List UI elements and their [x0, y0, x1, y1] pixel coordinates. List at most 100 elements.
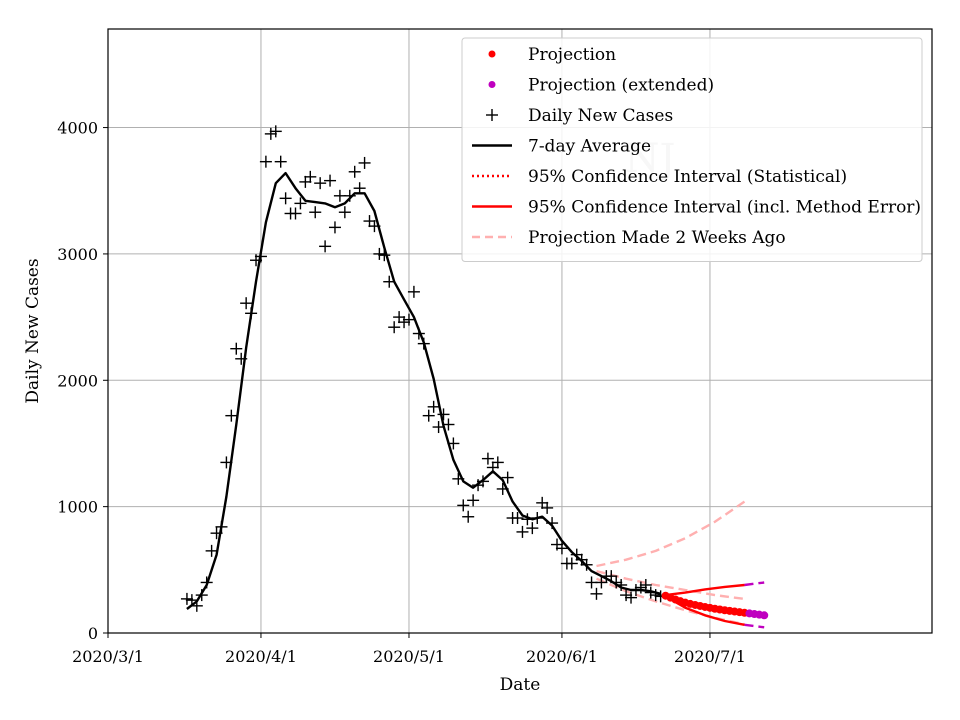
legend-label: 95% Confidence Interval (incl. Method Er… — [528, 198, 921, 218]
x-axis-title: Date — [500, 675, 541, 695]
legend-entry: 7-day Average — [472, 137, 651, 157]
series-line-95-confidence-interval-incl-method-error-upper — [665, 583, 745, 597]
series-projection-made-2-weeks-ago-center — [596, 569, 745, 601]
series-projection-made-2-weeks-ago-upper — [596, 500, 746, 568]
data-point-plus — [328, 221, 341, 234]
data-point-plus — [427, 400, 440, 413]
series-extended-lower-bound — [744, 623, 765, 629]
legend-swatch — [488, 50, 496, 58]
data-point-plus — [319, 240, 332, 253]
data-point-plus — [457, 499, 470, 512]
x-tick-label: 2020/7/1 — [674, 647, 746, 666]
legend-label: Projection (extended) — [528, 76, 714, 96]
data-point-plus — [452, 472, 465, 485]
data-point-plus — [393, 311, 406, 324]
data-point-plus — [570, 548, 583, 561]
data-point-plus — [575, 553, 588, 566]
data-point-plus — [531, 512, 544, 525]
legend-label: Projection Made 2 Weeks Ago — [528, 228, 786, 248]
x-tick-label: 2020/3/1 — [72, 647, 144, 666]
data-point-plus — [501, 471, 514, 484]
data-point-plus — [254, 250, 267, 263]
data-point-plus — [610, 576, 623, 589]
series-95-confidence-interval-incl-method-error-upper — [665, 583, 745, 597]
data-point-plus — [358, 156, 371, 169]
data-point-plus — [185, 594, 198, 607]
data-point-plus — [516, 525, 529, 538]
data-point-plus — [338, 206, 351, 219]
data-point-plus — [629, 584, 642, 597]
data-point-plus — [644, 586, 657, 599]
data-point-plus — [378, 249, 391, 262]
plot-frame — [107, 28, 933, 634]
data-point-plus — [620, 589, 633, 602]
data-point-plus — [373, 247, 386, 260]
legend-entry: Daily New Cases — [486, 106, 673, 126]
data-point-plus — [634, 581, 647, 594]
data-point-plus — [205, 544, 218, 557]
legend-swatch — [486, 109, 498, 121]
data-point-plus — [353, 182, 366, 195]
data-point-plus — [289, 207, 302, 220]
data-point-plus — [348, 165, 361, 178]
data-point-plus — [368, 220, 381, 233]
data-point-plus — [240, 297, 253, 310]
data-point-plus — [210, 527, 223, 540]
data-point-plus — [195, 589, 208, 602]
data-point-dot — [760, 611, 769, 620]
data-point-plus — [442, 418, 455, 431]
legend-entry: Projection — [488, 45, 616, 65]
data-point-plus — [496, 482, 509, 495]
data-point-plus — [383, 275, 396, 288]
data-point-plus — [314, 177, 327, 190]
data-point-plus — [235, 352, 248, 365]
data-point-plus — [412, 327, 425, 340]
data-point-plus — [526, 522, 539, 535]
legend-label: Daily New Cases — [528, 106, 673, 126]
x-tick-label: 2020/4/1 — [225, 647, 297, 666]
data-point-plus — [649, 589, 662, 602]
series-layer — [180, 125, 769, 629]
data-point-plus — [200, 576, 213, 589]
data-point-plus — [536, 496, 549, 509]
data-point-plus — [407, 285, 420, 298]
data-point-plus — [180, 592, 193, 605]
data-point-plus — [343, 189, 356, 202]
y-axis-title: Daily New Cases — [23, 258, 43, 403]
data-point-plus — [639, 578, 652, 591]
legend-entry: Projection (extended) — [488, 76, 714, 96]
legend-entry: Projection Made 2 Weeks Ago — [472, 228, 786, 248]
data-point-plus — [294, 197, 307, 210]
x-tick-label: 2020/6/1 — [526, 647, 598, 666]
y-tick-label: 1000 — [57, 498, 98, 517]
data-point-plus — [279, 192, 292, 205]
data-point-plus — [447, 437, 460, 450]
data-point-plus — [363, 215, 376, 228]
data-point-plus — [190, 599, 203, 612]
data-point-plus — [422, 409, 435, 422]
data-point-plus — [259, 155, 272, 168]
legend-entry: 95% Confidence Interval (incl. Method Er… — [472, 198, 921, 218]
series-line-extended-lower-bound — [744, 623, 765, 629]
data-point-plus — [565, 557, 578, 570]
data-point-plus — [304, 170, 317, 183]
data-point-plus — [481, 452, 494, 465]
series-extended-upper-bound — [744, 581, 765, 587]
series-line-extended-upper-bound — [744, 581, 765, 587]
data-point-plus — [220, 456, 233, 469]
data-point-plus — [491, 456, 504, 469]
legend-box — [461, 37, 923, 262]
data-point-plus — [555, 542, 568, 555]
y-tick-label: 3000 — [57, 245, 98, 264]
y-tick-label: 2000 — [57, 371, 98, 390]
data-point-plus — [398, 316, 411, 329]
data-point-plus — [615, 578, 628, 591]
data-point-plus — [309, 206, 322, 219]
data-point-plus — [225, 409, 238, 422]
data-point-plus — [625, 591, 638, 604]
data-point-plus — [402, 313, 415, 326]
data-point-plus — [595, 576, 608, 589]
data-point-plus — [432, 421, 445, 434]
data-point-plus — [590, 587, 603, 600]
data-point-plus — [467, 494, 480, 507]
